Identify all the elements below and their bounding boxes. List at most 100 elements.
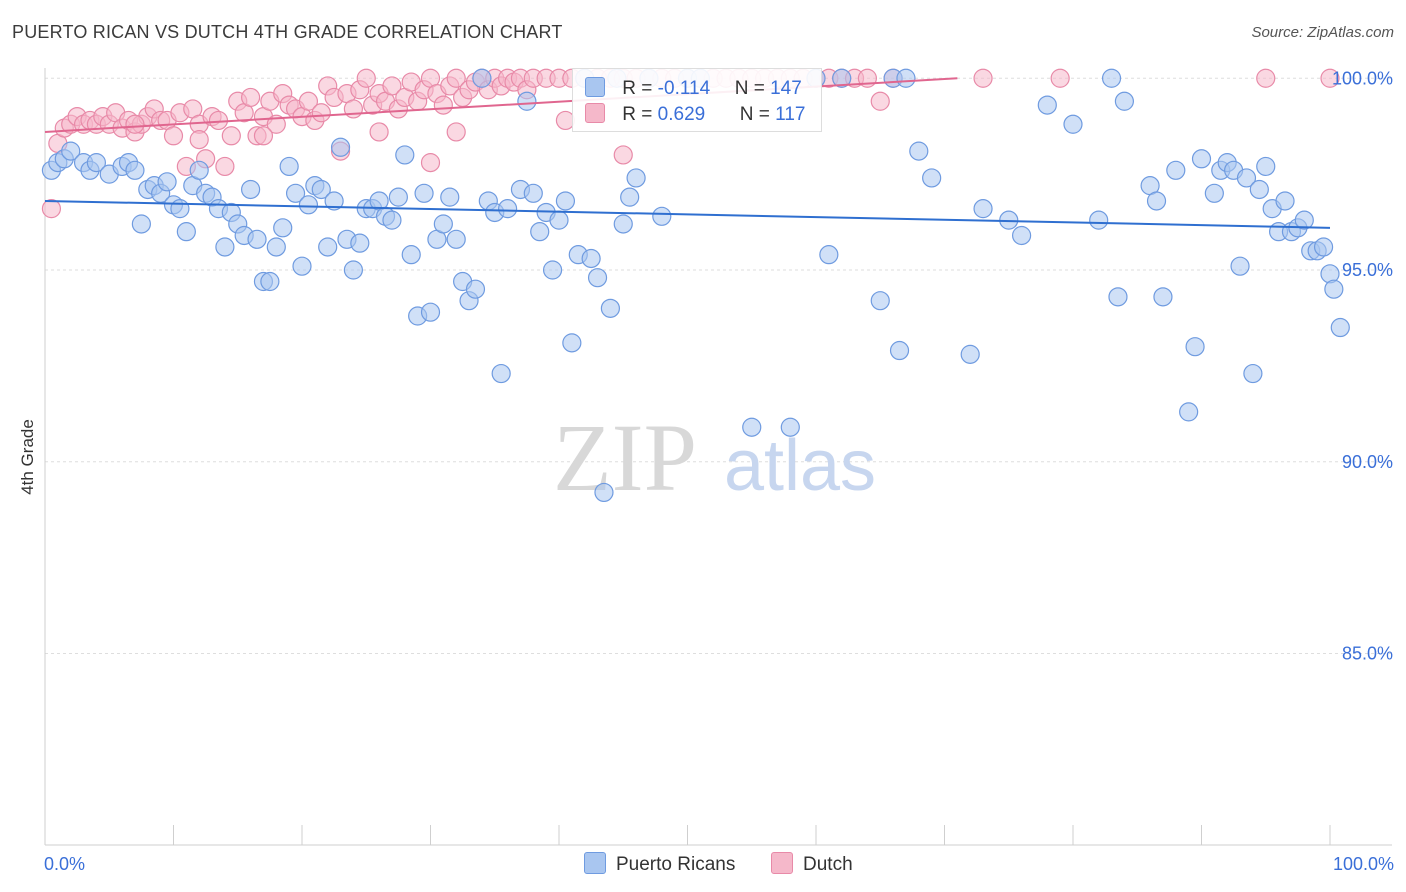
- puerto-rican-point: [350, 233, 370, 253]
- bottom-legend-label: Puerto Ricans: [616, 854, 736, 875]
- puerto-rican-point: [1191, 149, 1212, 169]
- dutch-point: [241, 87, 261, 108]
- watermark-zip: ZIP: [553, 404, 697, 511]
- legend-n-value: 147: [770, 78, 802, 99]
- puerto-rican-point: [330, 137, 351, 157]
- legend-swatch-pink: [585, 103, 605, 123]
- dutch-point: [420, 153, 441, 173]
- y-tick-label: 90.0%: [1342, 452, 1393, 472]
- puerto-rican-point: [652, 206, 672, 226]
- legend-r-label: R =: [622, 104, 653, 125]
- dutch-point: [369, 122, 389, 142]
- puerto-rican-point: [157, 172, 177, 192]
- bottom-legend-puerto-ricans: Puerto Ricans: [584, 852, 735, 876]
- x-tick-label-min: 0.0%: [44, 854, 85, 874]
- x-tick-label-max: 100.0%: [1333, 854, 1394, 874]
- dutch-point: [298, 91, 319, 111]
- puerto-rican-point: [562, 333, 582, 353]
- puerto-rican-point: [420, 302, 441, 322]
- puerto-rican-point: [1324, 279, 1344, 299]
- puerto-rican-point: [1185, 337, 1205, 357]
- puerto-rican-point: [587, 268, 608, 288]
- bottom-legend-dutch: Dutch: [771, 852, 853, 876]
- puerto-rican-point: [491, 363, 511, 384]
- puerto-rican-point: [433, 214, 453, 234]
- puerto-rican-point: [555, 191, 576, 211]
- puerto-rican-point: [1204, 183, 1224, 203]
- dutch-point: [41, 199, 62, 219]
- puerto-rican-point: [613, 214, 633, 234]
- puerto-rican-point: [86, 153, 107, 173]
- puerto-rican-point: [1037, 95, 1057, 115]
- dutch-point: [382, 76, 402, 96]
- puerto-rican-point: [388, 187, 408, 207]
- puerto-rican-point: [472, 68, 492, 88]
- dutch-point: [446, 68, 466, 88]
- puerto-rican-point: [1101, 68, 1122, 88]
- puerto-rican-trendline: [44, 199, 1331, 229]
- puerto-rican-point: [131, 214, 151, 234]
- puerto-rican-point: [176, 222, 196, 242]
- puerto-rican-point: [626, 168, 646, 188]
- legend-r-value: -0.114: [657, 78, 711, 99]
- puerto-rican-point: [279, 156, 299, 177]
- puerto-rican-point: [446, 229, 466, 249]
- puerto-rican-point: [517, 91, 537, 111]
- grid-lines: [45, 77, 1392, 654]
- puerto-rican-point: [1179, 402, 1199, 422]
- legend-n-label: N =: [734, 78, 765, 99]
- dutch-point: [343, 99, 363, 119]
- puerto-rican-point: [870, 291, 890, 311]
- bottom-legend-label: Dutch: [803, 854, 853, 875]
- puerto-rican-point: [819, 245, 839, 265]
- puerto-rican-point: [1294, 210, 1314, 230]
- puerto-rican-point: [343, 260, 363, 280]
- source-label: Source: ZipAtlas.com: [1251, 24, 1394, 41]
- bottom-legend-swatch-pink: [771, 852, 793, 874]
- puerto-rican-point: [1114, 91, 1135, 111]
- puerto-rican-point: [311, 179, 331, 200]
- puerto-rican-point: [170, 199, 190, 219]
- dutch-point: [613, 145, 633, 165]
- puerto-rican-point: [1275, 191, 1295, 211]
- puerto-rican-point: [285, 183, 306, 203]
- puerto-rican-point: [581, 248, 601, 269]
- puerto-rican-point: [189, 160, 209, 180]
- dutch-point: [1320, 68, 1340, 88]
- puerto-rican-point: [1330, 317, 1350, 338]
- puerto-rican-point: [600, 298, 621, 318]
- dutch-point: [973, 68, 993, 88]
- puerto-rican-point: [1153, 287, 1173, 307]
- puerto-rican-point: [542, 260, 563, 280]
- puerto-rican-point: [292, 256, 312, 276]
- puerto-rican-point: [241, 179, 261, 200]
- legend-row-dutch: R = 0.629 N = 117: [585, 103, 805, 125]
- puerto-rican-point: [465, 279, 486, 299]
- dutch-point: [433, 95, 453, 115]
- dutch-point: [189, 130, 209, 150]
- puerto-rican-point: [922, 168, 942, 188]
- y-tick-label: 85.0%: [1342, 644, 1393, 664]
- watermark: ZIP atlas: [553, 404, 876, 511]
- dutch-point: [266, 114, 286, 134]
- puerto-rican-point: [125, 160, 145, 180]
- puerto-rican-point: [1230, 256, 1250, 276]
- legend-r-value: 0.629: [657, 104, 706, 125]
- puerto-rican-point: [1011, 225, 1032, 246]
- puerto-rican-point: [1249, 179, 1269, 200]
- dutch-point: [253, 126, 274, 146]
- puerto-rican-point: [273, 218, 293, 238]
- puerto-rican-point: [1166, 160, 1186, 180]
- legend-row-puerto-ricans: R = -0.114 N = 147: [585, 77, 802, 99]
- dutch-point: [221, 126, 241, 146]
- puerto-rican-point: [1063, 114, 1083, 134]
- watermark-atlas: atlas: [724, 426, 876, 506]
- dutch-point: [215, 156, 235, 177]
- dutch-point: [125, 114, 145, 134]
- puerto-rican-point: [1108, 287, 1128, 307]
- puerto-rican-point: [960, 344, 980, 364]
- puerto-rican-point: [742, 417, 762, 437]
- puerto-rican-point: [414, 183, 434, 203]
- puerto-rican-point: [498, 199, 518, 219]
